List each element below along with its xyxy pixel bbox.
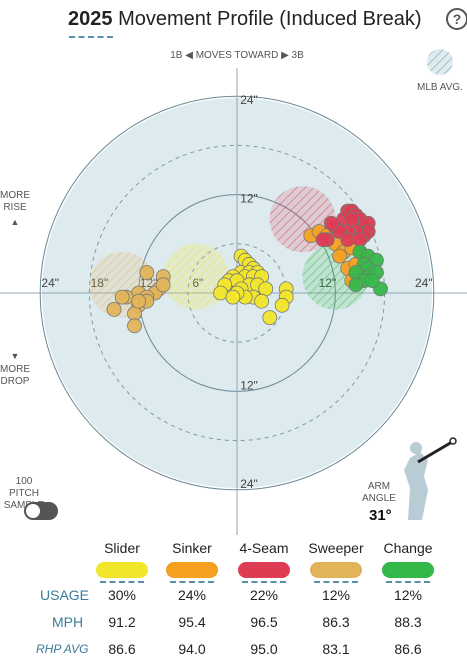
pitch-point-slider [262, 310, 278, 326]
more-drop-label: ▼ MORE DROP [0, 350, 30, 388]
stat-rhp-avg: 95.0 [250, 641, 278, 657]
sample-toggle-label: 100 PITCH SAMPLE [3, 476, 45, 511]
direction-label: 1B ◀ MOVES TOWARD ▶ 3B [170, 50, 304, 61]
arm-angle-line [417, 440, 453, 464]
pitch-color-pill[interactable] [96, 562, 148, 578]
mlb-avg-label: MLB AVG. [417, 82, 463, 93]
pitch-point-sweeper [106, 301, 122, 317]
ring-label: 12" [240, 192, 258, 206]
arm-angle-value: 31° [369, 507, 392, 524]
mlb-avg-legend-icon [427, 49, 453, 75]
stat-mph: 96.5 [250, 614, 278, 630]
pitch-name: Slider [104, 540, 140, 556]
stat-usage: 24% [177, 587, 207, 603]
ring-label: 12" [240, 378, 258, 392]
pitch-name: Sweeper [308, 540, 364, 556]
mlb-avg-slider [163, 243, 229, 310]
stat-rhp-avg: 86.6 [394, 641, 422, 657]
pitch-color-pill[interactable] [166, 562, 218, 578]
pitcher-silhouette-icon [404, 452, 428, 520]
usage-label: USAGE [40, 587, 90, 603]
pitch-column-sinker[interactable]: Sinker [161, 540, 223, 583]
stat-usage: 30% [107, 587, 137, 603]
pitch-point-slider [254, 293, 270, 309]
up-arrow-icon: ▲ [10, 217, 20, 227]
stat-rhp-avg: 83.1 [322, 641, 350, 657]
more-rise-label: MORE RISE ▲ [0, 190, 30, 228]
pitch-column-sweeper[interactable]: Sweeper [305, 540, 367, 583]
pitcher-head-icon [410, 442, 422, 454]
pitch-name: 4-Seam [239, 540, 289, 556]
pitch-point-sweeper [127, 318, 142, 334]
mph-label: MPH [52, 614, 84, 630]
pitch-point-sweeper [155, 277, 171, 293]
pitch-point-slider [225, 289, 241, 305]
stat-mph: 88.3 [394, 614, 422, 630]
pitch-point-4-seam [344, 211, 360, 227]
pitch-column-slider[interactable]: Slider [91, 540, 153, 583]
stat-usage: 12% [321, 587, 351, 603]
arm-angle-label: ARM ANGLE [362, 481, 396, 504]
pitch-color-pill[interactable] [310, 562, 362, 578]
more-drop-text: MORE DROP [0, 364, 30, 387]
title-year: 2025 [68, 8, 113, 30]
pitch-point-slider [258, 281, 274, 297]
sample-toggle[interactable] [24, 502, 58, 520]
pitch-point-sinker [332, 248, 347, 264]
pitch-point-4-seam [315, 232, 331, 248]
pitch-column-4-seam[interactable]: 4-Seam [233, 540, 295, 583]
ring-label: 24" [41, 276, 59, 290]
stat-mph: 91.2 [108, 614, 136, 630]
toggle-knob [26, 504, 40, 518]
stat-mph: 86.3 [322, 614, 350, 630]
pitch-point-sweeper [114, 289, 130, 305]
stat-rhp-avg: 86.6 [108, 641, 136, 657]
ring-label: 24" [240, 477, 258, 491]
pitch-point-sweeper [131, 293, 147, 309]
pitch-point-change [364, 273, 380, 289]
pitch-point-4-seam [323, 215, 339, 231]
pitch-color-pill[interactable] [382, 562, 434, 578]
year-selector-underline[interactable] [69, 36, 113, 38]
stat-usage: 22% [249, 587, 279, 603]
pitch-point-sweeper [139, 265, 155, 280]
pitch-color-pill[interactable] [238, 562, 290, 578]
down-arrow-icon: ▼ [10, 351, 20, 361]
more-rise-text: MORE RISE [0, 190, 30, 213]
ring-label: 24" [415, 276, 433, 290]
stat-rhp-avg: 94.0 [178, 641, 206, 657]
pitch-column-change[interactable]: Change [377, 540, 439, 583]
pitch-underline [100, 581, 144, 583]
page-title: 2025 Movement Profile (Induced Break) [68, 8, 422, 31]
title-text: Movement Profile (Induced Break) [118, 8, 422, 30]
pitch-point-slider [274, 297, 290, 313]
rhp-avg-label: RHP AVG [36, 642, 89, 656]
pitch-underline [242, 581, 286, 583]
pitch-underline [170, 581, 214, 583]
ring-label: 24" [240, 93, 258, 107]
stat-mph: 95.4 [178, 614, 206, 630]
pitch-point-slider [213, 285, 229, 301]
pitch-underline [386, 581, 430, 583]
pitch-point-change [348, 277, 364, 293]
pitch-name: Change [383, 540, 433, 556]
arm-angle-ball [449, 437, 457, 445]
pitch-underline [314, 581, 358, 583]
pitch-point-4-seam [352, 232, 368, 248]
stat-usage: 12% [393, 587, 423, 603]
pitch-name: Sinker [172, 540, 212, 556]
